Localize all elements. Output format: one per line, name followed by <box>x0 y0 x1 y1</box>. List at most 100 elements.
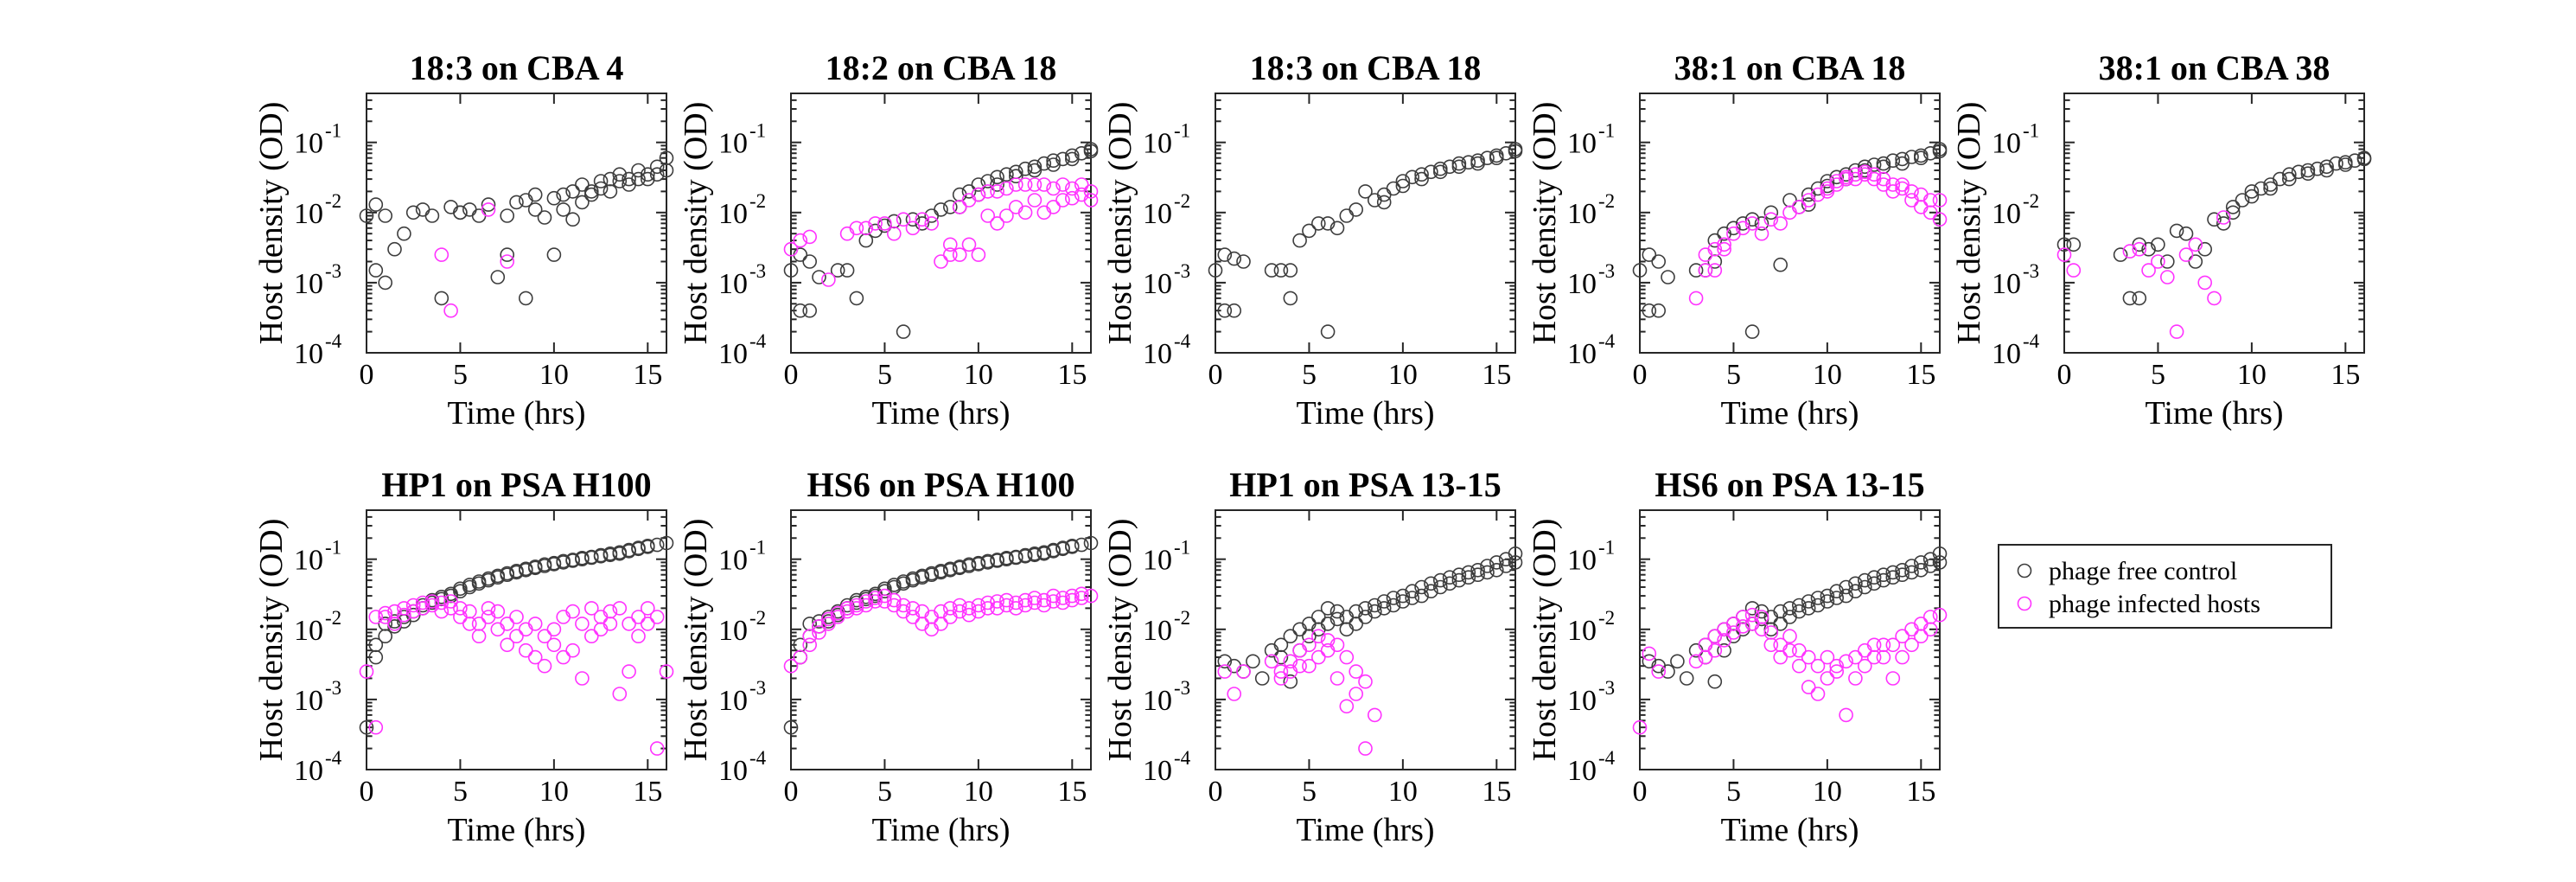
data-point <box>622 542 636 558</box>
data-point <box>934 254 948 269</box>
data-point <box>1405 169 1419 185</box>
data-point <box>424 208 440 223</box>
data-point <box>1717 241 1731 257</box>
y-tick-label: 10 -1 <box>1992 120 2039 160</box>
data-point <box>2197 241 2212 257</box>
x-tick-label: 10 <box>539 359 569 391</box>
data-point <box>378 617 393 631</box>
y-tick-label: 10 -3 <box>294 677 341 717</box>
data-point <box>924 216 939 231</box>
panel-title: 18:2 on CBA 18 <box>826 48 1057 87</box>
data-point <box>1922 146 1938 161</box>
data-point <box>1839 588 1853 604</box>
series-infected <box>359 594 674 756</box>
x-tick-label: 0 <box>1633 776 1648 808</box>
x-axis-label: Time (hrs) <box>1296 395 1434 431</box>
data-point <box>1074 586 1089 602</box>
data-point <box>1829 584 1844 599</box>
data-point <box>2056 247 2072 262</box>
data-point <box>915 212 930 227</box>
data-point <box>1707 629 1723 644</box>
data-point <box>1264 263 1279 278</box>
data-point <box>1801 197 1816 212</box>
data-point <box>1763 205 1779 220</box>
data-point <box>1339 649 1355 665</box>
data-point <box>481 197 496 212</box>
data-point <box>1866 167 1882 182</box>
data-point <box>1283 674 1298 689</box>
data-point <box>1895 151 1910 167</box>
data-point <box>1773 649 1788 665</box>
data-point <box>471 574 487 589</box>
data-point <box>1904 559 1919 573</box>
data-point <box>1829 169 1844 185</box>
data-point <box>1349 664 1363 679</box>
series-infected <box>783 177 1099 287</box>
data-point <box>999 208 1014 223</box>
data-point <box>1283 654 1298 669</box>
data-point <box>821 617 836 631</box>
data-point <box>1642 654 1657 669</box>
y-tick-label: 10 -3 <box>718 677 766 717</box>
y-tick-base: 10 <box>1992 268 2021 300</box>
data-point <box>1074 591 1089 605</box>
x-tick-label: 5 <box>877 776 892 808</box>
data-point <box>934 563 948 578</box>
data-point <box>640 538 655 553</box>
data-point <box>1339 699 1355 714</box>
data-point <box>980 208 995 223</box>
x-tick-label: 15 <box>1057 776 1087 808</box>
y-tick-base: 10 <box>1567 268 1597 300</box>
data-point <box>593 174 609 189</box>
x-tick-label: 15 <box>1057 359 1087 391</box>
data-point <box>1763 637 1779 653</box>
y-tick-label: 10 -1 <box>1567 120 1615 160</box>
y-tick-exponent: -1 <box>2023 120 2039 142</box>
y-tick-base: 10 <box>294 615 323 647</box>
y-tick-label: 10 -4 <box>718 330 767 370</box>
data-point <box>1320 617 1336 631</box>
data-point <box>640 601 655 616</box>
data-point <box>915 216 930 231</box>
data-point <box>1027 591 1043 605</box>
y-tick-label: 10 -3 <box>1567 677 1615 717</box>
data-point <box>1848 671 1863 686</box>
data-point <box>849 291 864 306</box>
data-point <box>905 601 921 616</box>
data-point <box>1489 562 1504 578</box>
data-point <box>2291 164 2306 180</box>
data-point <box>1895 567 1910 583</box>
data-point <box>2282 167 2297 182</box>
data-point <box>1820 671 1835 686</box>
x-tick-label: 0 <box>360 359 374 391</box>
y-tick-exponent: -2 <box>1598 607 1615 629</box>
data-point <box>1848 171 1863 187</box>
x-tick-label: 5 <box>1302 776 1317 808</box>
y-tick-label: 10 -2 <box>1143 190 1190 230</box>
data-point <box>565 184 580 199</box>
data-point <box>1717 633 1731 648</box>
data-point <box>1763 212 1779 227</box>
data-point <box>1036 592 1052 608</box>
y-tick-label: 10 -2 <box>294 190 341 230</box>
data-point <box>1320 216 1336 231</box>
data-point <box>990 216 1004 231</box>
data-point <box>783 241 799 257</box>
x-tick-label: 0 <box>1208 359 1223 391</box>
data-point <box>387 604 402 619</box>
data-point <box>868 591 883 605</box>
data-point <box>1065 538 1080 553</box>
data-point <box>1017 598 1033 613</box>
data-point <box>659 664 674 679</box>
data-point <box>1688 654 1704 669</box>
data-point <box>1036 598 1052 613</box>
data-point <box>1707 233 1723 248</box>
data-point <box>1027 163 1043 178</box>
data-point <box>1320 601 1336 616</box>
data-point <box>1236 254 1251 269</box>
data-point <box>2300 163 2316 178</box>
data-point <box>1046 594 1061 609</box>
data-point <box>1895 562 1910 578</box>
